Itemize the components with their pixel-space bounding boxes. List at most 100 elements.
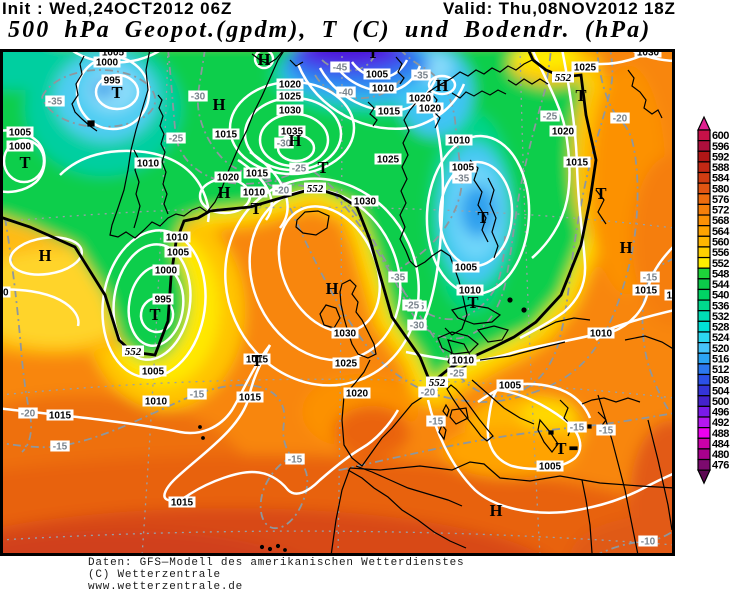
- svg-text:516: 516: [712, 353, 729, 365]
- svg-text:-45: -45: [333, 63, 348, 74]
- svg-text:1020: 1020: [346, 389, 369, 400]
- svg-text:564: 564: [712, 226, 730, 238]
- svg-text:T: T: [477, 208, 488, 227]
- svg-text:H: H: [436, 76, 449, 95]
- svg-text:1015: 1015: [246, 355, 269, 366]
- svg-text:1025: 1025: [574, 63, 597, 74]
- svg-text:500: 500: [712, 396, 729, 408]
- svg-text:568: 568: [712, 215, 729, 227]
- svg-text:-35: -35: [391, 273, 406, 284]
- svg-text:1025: 1025: [279, 92, 302, 103]
- svg-text:1000: 1000: [96, 58, 119, 69]
- svg-text:552: 552: [429, 377, 446, 389]
- svg-text:528: 528: [712, 322, 729, 334]
- svg-text:1015: 1015: [215, 130, 238, 141]
- svg-text:-15: -15: [599, 426, 614, 437]
- svg-text:1005: 1005: [102, 49, 125, 59]
- svg-text:10: 10: [0, 288, 9, 299]
- svg-text:572: 572: [712, 205, 729, 217]
- svg-text:T: T: [251, 351, 262, 370]
- svg-text:1005: 1005: [499, 381, 522, 392]
- svg-text:1010: 1010: [452, 356, 475, 367]
- svg-text:T: T: [575, 86, 586, 105]
- svg-text:H: H: [326, 279, 339, 298]
- svg-text:592: 592: [712, 151, 729, 163]
- svg-text:1015: 1015: [635, 286, 658, 297]
- svg-text:H: H: [218, 183, 231, 202]
- svg-text:1010: 1010: [243, 188, 266, 199]
- svg-text:H: H: [620, 238, 633, 257]
- svg-text:-25: -25: [405, 301, 420, 312]
- svg-text:-15: -15: [429, 417, 444, 428]
- svg-text:1015: 1015: [246, 169, 269, 180]
- svg-text:-35: -35: [455, 174, 470, 185]
- svg-text:H: H: [39, 246, 52, 265]
- svg-text:T: T: [317, 158, 328, 177]
- svg-text:T: T: [19, 153, 30, 172]
- svg-text:1020: 1020: [409, 94, 432, 105]
- svg-text:540: 540: [712, 290, 729, 302]
- svg-text:T: T: [149, 305, 160, 324]
- svg-text:576: 576: [712, 194, 729, 206]
- svg-text:T: T: [595, 184, 606, 203]
- svg-text:1005: 1005: [142, 367, 165, 378]
- svg-text:1010: 1010: [459, 286, 482, 297]
- svg-text:536: 536: [712, 300, 729, 312]
- svg-text:1005: 1005: [455, 263, 478, 274]
- svg-text:T: T: [250, 199, 261, 218]
- svg-text:10: 10: [666, 291, 675, 302]
- svg-text:556: 556: [712, 247, 729, 259]
- svg-text:1025: 1025: [377, 155, 400, 166]
- svg-text:T: T: [555, 439, 566, 458]
- svg-text:552: 552: [307, 183, 324, 195]
- svg-text:520: 520: [712, 343, 729, 355]
- svg-text:H: H: [258, 50, 271, 69]
- svg-text:1030: 1030: [334, 329, 357, 340]
- svg-text:1030: 1030: [354, 197, 377, 208]
- svg-text:552: 552: [555, 72, 572, 84]
- svg-text:1005: 1005: [539, 462, 562, 473]
- svg-text:-15: -15: [190, 390, 205, 401]
- svg-text:1010: 1010: [166, 233, 189, 244]
- svg-text:T: T: [367, 49, 378, 62]
- svg-text:1035: 1035: [281, 127, 304, 138]
- svg-text:-35: -35: [414, 71, 429, 82]
- svg-text:-35: -35: [48, 97, 63, 108]
- svg-text:995: 995: [104, 76, 121, 87]
- svg-text:560: 560: [712, 237, 729, 249]
- svg-text:1010: 1010: [372, 84, 395, 95]
- svg-text:584: 584: [712, 173, 730, 185]
- svg-text:1010: 1010: [590, 329, 613, 340]
- svg-text:1010: 1010: [145, 397, 168, 408]
- svg-text:1005: 1005: [452, 163, 475, 174]
- svg-text:1030: 1030: [637, 49, 660, 59]
- svg-text:-25: -25: [292, 164, 307, 175]
- svg-text:-30: -30: [277, 139, 292, 150]
- svg-text:524: 524: [712, 332, 730, 344]
- svg-text:552: 552: [125, 346, 142, 358]
- svg-text:1030: 1030: [279, 106, 302, 117]
- svg-text:552: 552: [712, 258, 729, 270]
- svg-text:-30: -30: [410, 321, 425, 332]
- svg-text:496: 496: [712, 407, 729, 419]
- svg-text:1015: 1015: [239, 393, 262, 404]
- svg-text:-30: -30: [191, 92, 206, 103]
- svg-text:484: 484: [712, 438, 730, 450]
- svg-text:1005: 1005: [9, 128, 32, 139]
- svg-text:596: 596: [712, 141, 729, 153]
- svg-text:1000: 1000: [155, 266, 178, 277]
- svg-text:492: 492: [712, 417, 729, 429]
- svg-text:-15: -15: [288, 455, 303, 466]
- svg-text:480: 480: [712, 449, 729, 461]
- svg-text:1010: 1010: [137, 159, 160, 170]
- svg-text:476: 476: [712, 460, 729, 472]
- svg-text:580: 580: [712, 183, 729, 195]
- svg-text:504: 504: [712, 385, 730, 397]
- svg-text:T: T: [467, 293, 478, 312]
- svg-text:-25: -25: [543, 112, 558, 123]
- svg-text:-10: -10: [641, 537, 656, 548]
- svg-text:995: 995: [155, 295, 172, 306]
- svg-text:488: 488: [712, 428, 729, 440]
- svg-text:1015: 1015: [171, 498, 194, 509]
- svg-text:-20: -20: [21, 409, 36, 420]
